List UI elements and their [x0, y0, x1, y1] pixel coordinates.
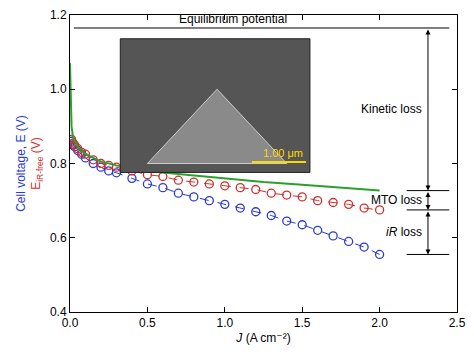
svg-text:Cell voltage, E (V)E​iR-free​: Cell voltage, E (V)E​iR-free​ (V) [14, 115, 45, 212]
svg-text:0.0: 0.0 [62, 316, 79, 330]
svg-text:0.5: 0.5 [139, 316, 156, 330]
svg-text:0.8: 0.8 [50, 157, 67, 171]
svg-text:iR loss: iR loss [386, 225, 422, 239]
svg-text:2.0: 2.0 [371, 316, 388, 330]
svg-text:1.2: 1.2 [50, 8, 67, 22]
svg-text:0.6: 0.6 [50, 231, 67, 245]
svg-text:Kinetic loss: Kinetic loss [361, 102, 422, 116]
svg-text:MTO loss: MTO loss [371, 193, 422, 207]
svg-text:1.5: 1.5 [294, 316, 311, 330]
svg-text:0.4: 0.4 [50, 305, 67, 319]
svg-text:1.00 μm: 1.00 μm [263, 147, 303, 159]
svg-text:Equilibrium potential: Equilibrium potential [179, 12, 287, 26]
svg-text:J (A cm⁻²): J (A cm⁻²) [235, 331, 290, 345]
svg-text:2.5: 2.5 [449, 316, 466, 330]
svg-text:1.0: 1.0 [216, 316, 233, 330]
svg-text:1.0: 1.0 [50, 82, 67, 96]
